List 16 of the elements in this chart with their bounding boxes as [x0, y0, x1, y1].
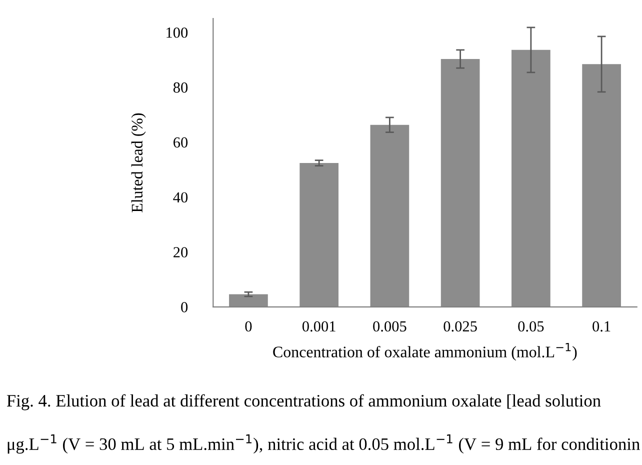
x-tick-label: 0: [245, 321, 252, 332]
y-axis-title: Eluted lead (%): [131, 113, 146, 212]
y-tick-label: 80: [173, 82, 188, 93]
caption: Fig. 4. Elution of lead at different concentrations of ammonium oxalate [lead solution: [6, 394, 601, 410]
x-axis-title: Concentration of oxalate ammonium (mol.L$^{−1}$): [273, 342, 577, 361]
y-tick-label: 0: [181, 302, 188, 312]
x-tick-label: 0.005: [373, 321, 406, 332]
y-tick-label: 20: [174, 247, 188, 258]
x-tick-label: 0.1: [592, 321, 610, 332]
y-tick-label: 100: [166, 27, 188, 38]
text: μg.L$^{−1}$ (V = 30 mL at 5 mL.min$^{−1}$), nitric acid at 0.05 mol.L$^{−1}$ (V = 9 mL for conditionin: [8, 434, 640, 454]
x-tick-label: 0.001: [302, 321, 336, 332]
x-tick-label: 0.05: [518, 321, 544, 332]
y-tick-label: 60: [174, 137, 188, 148]
y-tick-label: 40: [173, 192, 188, 203]
x-tick-label: 0.025: [444, 321, 477, 332]
